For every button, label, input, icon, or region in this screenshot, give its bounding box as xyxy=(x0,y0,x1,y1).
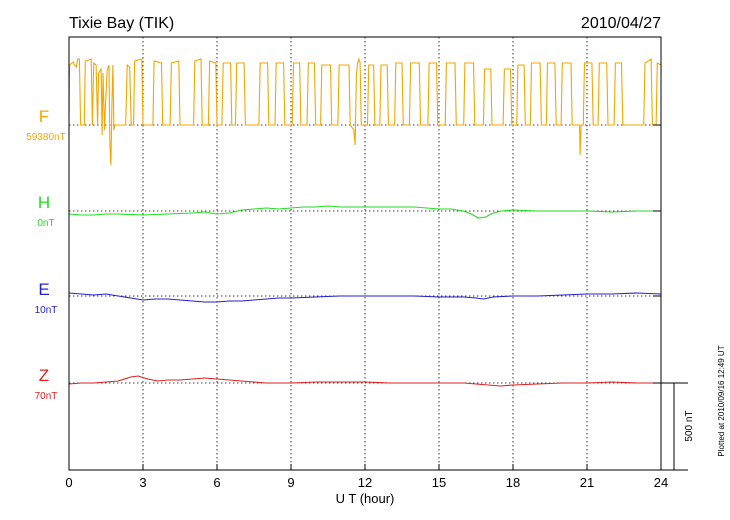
x-tick-label: 0 xyxy=(65,475,72,490)
scale-bar-label: 500 nT xyxy=(684,410,695,441)
plot-date: 2010/04/27 xyxy=(581,15,661,32)
x-tick-label: 18 xyxy=(506,475,520,490)
series-z-line xyxy=(68,375,661,387)
x-tick-label: 6 xyxy=(213,475,220,490)
series-f-baseline-label: 59380nT xyxy=(26,132,65,143)
series-z-name: Z xyxy=(39,366,49,385)
series-h-line xyxy=(68,205,661,219)
x-tick-label: 3 xyxy=(139,475,146,490)
x-axis-label: U T (hour) xyxy=(336,491,395,506)
traces xyxy=(68,57,662,387)
series-f-name: F xyxy=(39,107,49,126)
series-h-baseline-label: 0nT xyxy=(37,218,54,229)
series-e-name: E xyxy=(38,280,49,299)
series-e-baseline-label: 10nT xyxy=(35,305,58,316)
series-z-baseline-label: 70nT xyxy=(35,391,58,402)
x-tick-label: 24 xyxy=(654,475,668,490)
series-h-name: H xyxy=(38,193,50,212)
x-tick-label: 21 xyxy=(580,475,594,490)
series-f-line xyxy=(68,57,662,166)
x-tick-label: 9 xyxy=(287,475,294,490)
x-tick-label: 12 xyxy=(358,475,372,490)
x-tick-label: 15 xyxy=(432,475,446,490)
series-e-line xyxy=(68,292,662,303)
x-axis: 0 3 6 9 12 15 18 21 24 xyxy=(65,464,668,490)
station-title: Tixie Bay (TIK) xyxy=(69,15,174,32)
scale-bar: 500 nT xyxy=(661,382,695,471)
plotted-timestamp: Plotted at 2010/09/16 12:49 UT xyxy=(717,345,726,456)
channel-labels: F 59380nT H 0nT E 10nT Z 70nT xyxy=(26,107,661,402)
